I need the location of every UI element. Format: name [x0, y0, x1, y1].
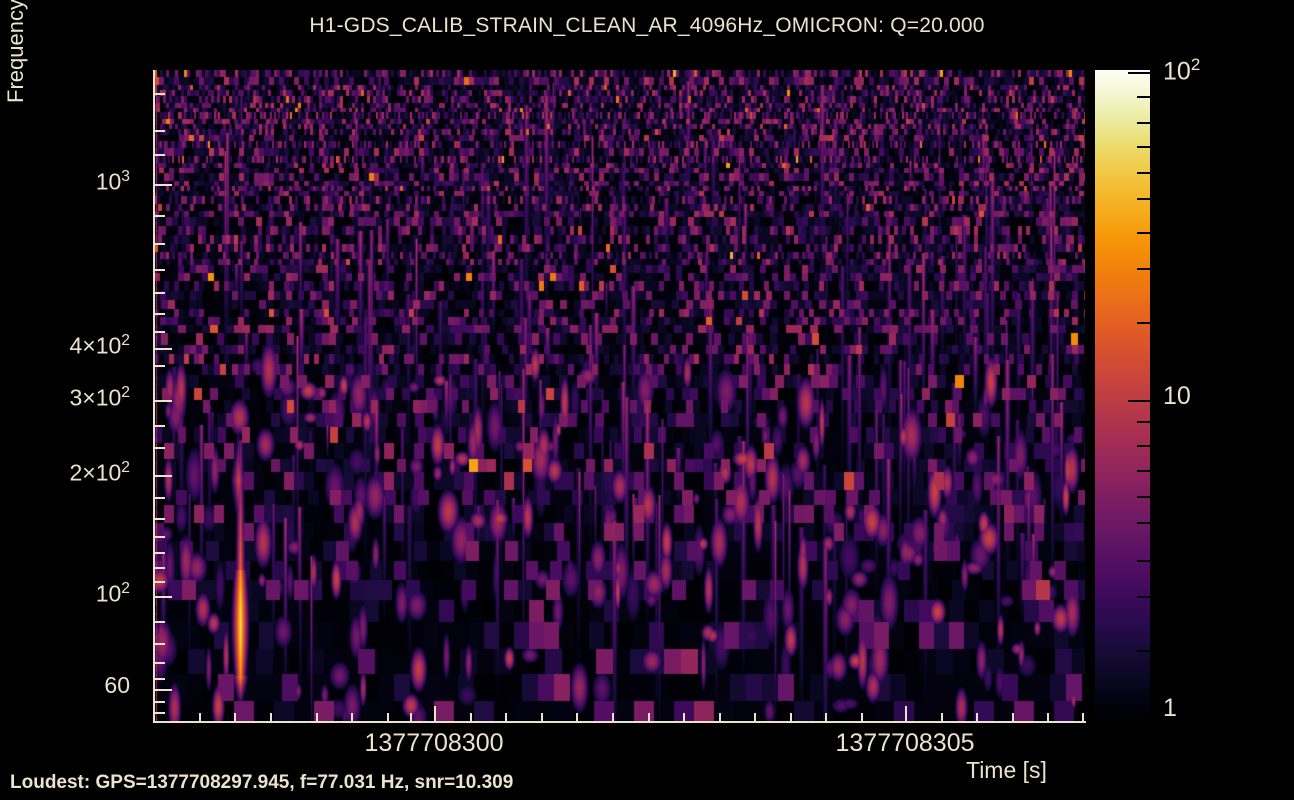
colorbar-tick-minor — [1137, 650, 1150, 652]
x-tick-minor — [351, 713, 353, 723]
y-tick-minor — [155, 497, 165, 499]
x-tick-minor — [612, 713, 614, 723]
x-tick-major — [905, 706, 907, 723]
y-tick-label: 2×102 — [69, 459, 130, 486]
y-tick-minor — [155, 269, 165, 271]
y-tick-label: 103 — [95, 168, 130, 195]
y-tick-minor — [155, 313, 165, 315]
colorbar-tick-label: 10 — [1163, 382, 1191, 410]
x-tick-minor — [470, 713, 472, 723]
colorbar-tick-major — [1128, 72, 1150, 74]
x-tick-major — [434, 706, 436, 723]
y-tick-major — [155, 348, 172, 350]
colorbar-tick-minor — [1137, 268, 1150, 270]
x-tick-minor — [541, 713, 543, 723]
y-tick-minor — [155, 215, 165, 217]
y-tick-minor — [155, 581, 165, 583]
spectrogram-image — [154, 70, 1085, 722]
colorbar-tick-major — [1128, 712, 1150, 714]
y-tick-minor — [155, 567, 165, 569]
colorbar-tick-minor — [1137, 445, 1150, 447]
colorbar-tick-minor — [1137, 232, 1150, 234]
y-tick-minor — [155, 701, 165, 703]
y-tick-label: 102 — [95, 580, 130, 607]
x-tick-minor — [861, 713, 863, 723]
x-tick-minor — [1082, 713, 1084, 723]
x-tick-minor — [270, 713, 272, 723]
colorbar-tick-minor — [1137, 146, 1150, 148]
y-tick-major — [155, 184, 172, 186]
y-tick-minor — [155, 712, 165, 714]
y-tick-minor — [155, 130, 165, 132]
y-tick-minor — [155, 243, 165, 245]
colorbar-tick-minor — [1137, 96, 1150, 98]
y-tick-minor — [155, 93, 165, 95]
x-tick-minor — [790, 713, 792, 723]
y-axis-title: Frequency [Hz] — [3, 0, 28, 103]
colorbar-tick-minor — [1137, 421, 1150, 423]
colorbar[interactable] — [1095, 70, 1150, 722]
x-tick-minor — [316, 713, 318, 723]
colorbar-tick-minor — [1137, 560, 1150, 562]
colorbar-tick-minor — [1137, 198, 1150, 200]
x-tick-minor — [825, 713, 827, 723]
y-tick-minor — [155, 447, 165, 449]
colorbar-tick-minor — [1137, 322, 1150, 324]
y-tick-minor — [155, 292, 165, 294]
y-tick-minor — [155, 536, 165, 538]
x-tick-minor — [234, 713, 236, 723]
y-tick-minor — [155, 662, 165, 664]
x-tick-minor — [941, 713, 943, 723]
x-tick-label: 1377708305 — [835, 729, 975, 757]
x-tick-minor — [683, 713, 685, 723]
y-tick-minor — [155, 678, 165, 680]
x-tick-minor — [1012, 713, 1014, 723]
y-tick-major — [155, 689, 172, 691]
colorbar-tick-minor — [1137, 596, 1150, 598]
colorbar-tick-minor — [1137, 496, 1150, 498]
y-axis-line — [153, 70, 155, 723]
y-tick-label: 60 — [104, 672, 130, 698]
x-tick-minor — [505, 713, 507, 723]
colorbar-tick-minor — [1137, 122, 1150, 124]
x-tick-minor — [576, 713, 578, 723]
y-tick-minor — [155, 621, 165, 623]
y-tick-minor — [155, 643, 165, 645]
colorbar-tick-major — [1128, 400, 1150, 402]
colorbar-gradient — [1095, 70, 1150, 722]
loudest-event-caption: Loudest: GPS=1377708297.945, f=77.031 Hz… — [10, 772, 514, 793]
y-tick-label: 4×102 — [69, 332, 130, 359]
x-tick-minor — [719, 713, 721, 723]
y-tick-minor — [155, 331, 165, 333]
colorbar-title: SNR — [1240, 0, 1266, 100]
x-tick-minor — [976, 713, 978, 723]
x-tick-minor — [387, 713, 389, 723]
x-axis-title: Time [s] — [966, 757, 1047, 783]
colorbar-tick-label: 1 — [1163, 694, 1177, 722]
y-tick-minor — [155, 365, 165, 367]
x-tick-minor — [1047, 713, 1049, 723]
spectrogram-plot-area[interactable] — [154, 70, 1085, 722]
y-tick-minor — [155, 425, 165, 427]
colorbar-tick-minor — [1137, 470, 1150, 472]
x-tick-minor — [199, 713, 201, 723]
colorbar-tick-minor — [1137, 522, 1150, 524]
y-tick-minor — [155, 518, 165, 520]
y-tick-major — [155, 400, 172, 402]
x-tick-label: 1377708300 — [364, 729, 504, 757]
x-tick-minor — [648, 713, 650, 723]
x-tick-minor — [410, 713, 412, 723]
x-tick-minor — [754, 713, 756, 723]
y-tick-minor — [155, 154, 165, 156]
colorbar-tick-label: 102 — [1163, 55, 1201, 86]
y-tick-major — [155, 475, 172, 477]
x-axis-line — [153, 721, 1086, 723]
colorbar-tick-minor — [1137, 172, 1150, 174]
y-tick-major — [155, 596, 172, 598]
y-tick-label: 3×102 — [69, 384, 130, 411]
y-tick-minor — [155, 552, 165, 554]
page-title: H1-GDS_CALIB_STRAIN_CLEAN_AR_4096Hz_OMIC… — [309, 14, 985, 37]
